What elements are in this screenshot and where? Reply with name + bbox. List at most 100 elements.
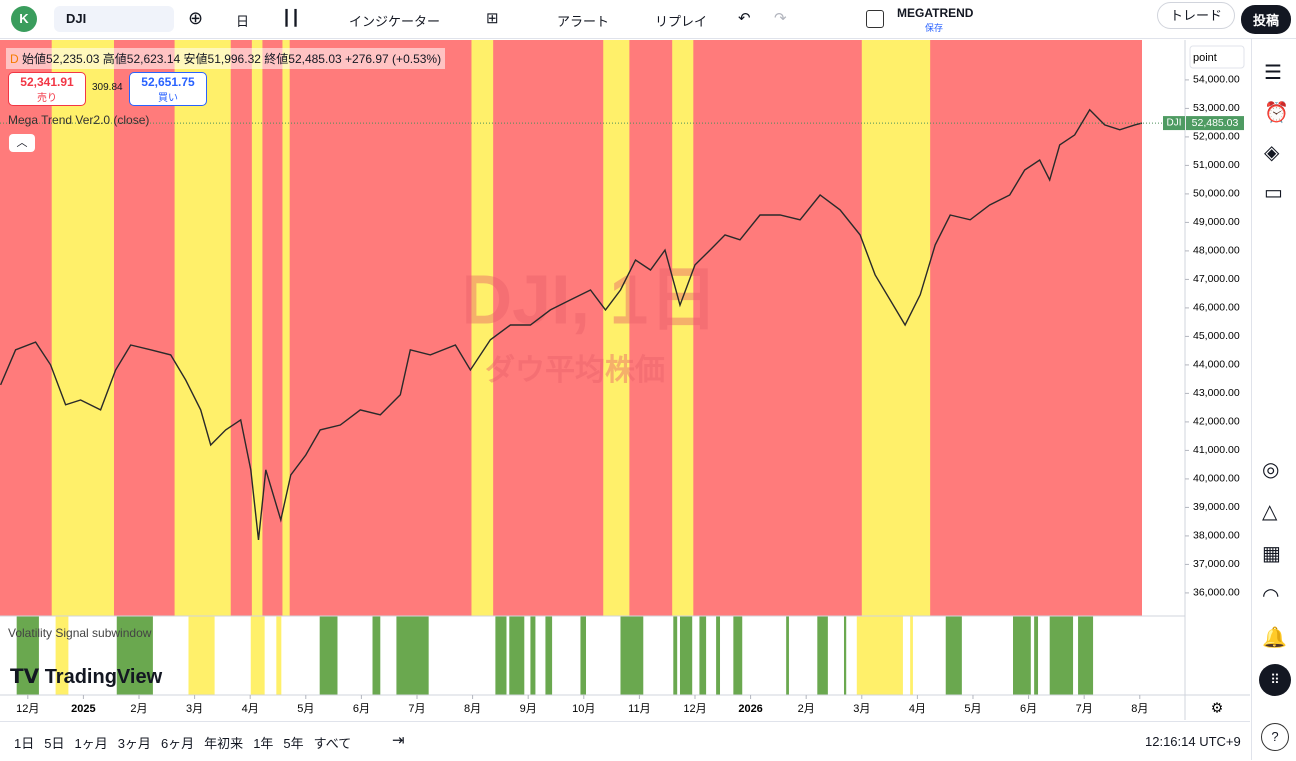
open-label: 始値	[22, 52, 47, 66]
goto-date[interactable]: ⇥	[392, 732, 405, 749]
x-tick-label: 3月	[186, 703, 203, 715]
trend-band	[251, 40, 263, 616]
y-tick-label: 40,000.00	[1193, 473, 1240, 485]
timeframe[interactable]: 6ヶ月	[160, 736, 195, 751]
signal-bar	[545, 616, 553, 695]
signal-bar	[530, 616, 536, 695]
sub-band	[910, 616, 913, 695]
signal-bar	[945, 616, 962, 695]
y-tick-label: 44,000.00	[1193, 359, 1240, 371]
buy-button[interactable]: 52,651.75 買い	[129, 72, 207, 106]
y-tick-label: 52,000.00	[1193, 131, 1240, 143]
y-tick-label: 47,000.00	[1193, 273, 1240, 285]
legend-ohlc: D 始値52,235.03 高値52,623.14 安値51,996.32 終値…	[6, 48, 446, 69]
sub-band	[188, 616, 215, 695]
y-tick-label: 39,000.00	[1193, 501, 1240, 513]
x-tick-label: 6月	[353, 703, 370, 715]
signal-bar	[1078, 616, 1094, 695]
low-value: 51,996.32	[207, 52, 261, 66]
sidebar-icons[interactable]: ☰ ⏰ ◈ ▭	[1264, 62, 1289, 204]
x-tick-label: 2025	[71, 703, 95, 715]
trend-band	[603, 40, 630, 616]
layout-name[interactable]: MEGATREND	[897, 6, 974, 20]
y-tick-label: 45,000.00	[1193, 330, 1240, 342]
sell-button[interactable]: 52,341.91 売り	[8, 72, 86, 106]
avatar[interactable]: K	[11, 6, 37, 32]
price-line	[0, 108, 1143, 540]
signal-bar	[679, 616, 693, 695]
signal-bar	[580, 616, 587, 695]
buy-price: 52,651.75	[141, 75, 195, 89]
low-label: 安値	[183, 52, 208, 66]
trade-label[interactable]: トレード	[1157, 2, 1236, 29]
open-value: 52,235.03	[46, 52, 100, 66]
undo[interactable]: ↶	[738, 10, 751, 27]
y-tick-label: 36,000.00	[1193, 587, 1240, 599]
signal-bar	[699, 616, 707, 695]
signal-bar	[843, 616, 847, 695]
symbol-search[interactable]: DJI	[54, 6, 174, 32]
x-tick-label: 5月	[964, 703, 981, 715]
right-sidebar: ☰ ⏰ ◈ ▭ ◎ △ ▦ ◠ 🔔 ⠿ ?	[1251, 39, 1296, 760]
clock: 12:16:14 UTC+9	[1145, 734, 1241, 749]
redo: ↷	[774, 10, 787, 27]
y-tick-label: 42,000.00	[1193, 416, 1240, 428]
sub-band	[55, 616, 69, 695]
layouts[interactable]: ⊞	[486, 10, 499, 27]
timeframe[interactable]: 年初来	[204, 736, 244, 751]
top-toolbar: K DJI ⊕ 日 ┃┃ インジケーター ⊞ アラート リプレイ ↶ ↷ MEG…	[0, 0, 1296, 39]
change: +276.97 (+0.53%)	[345, 52, 442, 66]
trend-band	[861, 40, 931, 616]
add-symbol[interactable]: ⊕	[188, 8, 204, 28]
signal-bar	[16, 616, 39, 695]
x-tick-label: 4月	[242, 703, 259, 715]
timeframe[interactable]: 3ヶ月	[117, 736, 151, 751]
last-price-label: 52,485.03	[1192, 117, 1239, 129]
signal-bar	[673, 616, 678, 695]
y-tick-label: 46,000.00	[1193, 302, 1240, 314]
layout-status: 保存	[925, 23, 944, 33]
subwindow-background	[0, 616, 1142, 695]
signal-bar	[372, 616, 381, 695]
signal-bar	[1049, 616, 1074, 695]
x-tick-label: 8月	[464, 703, 481, 715]
alert[interactable]: アラート	[557, 14, 610, 29]
timeframes: 1日 5日 1ヶ月 3ヶ月 6ヶ月 年初来 1年 5年 すべて	[14, 733, 361, 752]
signal-bar	[1013, 616, 1031, 695]
signal-bar	[495, 616, 507, 695]
x-tick-label: 10月	[572, 703, 595, 715]
y-tick-label: 37,000.00	[1193, 558, 1240, 570]
publish-button[interactable]: 投稿	[1241, 5, 1292, 34]
timeframe[interactable]: すべて	[313, 736, 352, 751]
y-tick-label: 53,000.00	[1193, 102, 1240, 114]
signal-bar	[786, 616, 789, 695]
indicators[interactable]: インジケーター	[349, 14, 441, 29]
symbol-tag-box	[1163, 116, 1185, 131]
interval[interactable]: 日	[236, 14, 250, 29]
timeframe[interactable]: 1ヶ月	[74, 736, 108, 751]
buy-label: 買い	[158, 93, 178, 104]
timeframe[interactable]: 1日	[14, 736, 35, 751]
x-tick-label: 3月	[853, 703, 870, 715]
timeframe[interactable]: 5年	[283, 736, 304, 751]
signal-bar	[620, 616, 644, 695]
x-tick-label: 7月	[1076, 703, 1093, 715]
sidebar-icons-lower[interactable]: ◎ △ ▦ ◠ 🔔	[1262, 459, 1287, 649]
spread: 309.84	[92, 82, 123, 93]
menu-button[interactable]: ⠿	[1259, 664, 1291, 696]
timeframe[interactable]: 5日	[44, 736, 65, 751]
y-tick-label: 48,000.00	[1193, 245, 1240, 257]
chart-style[interactable]: ┃┃	[282, 10, 301, 27]
y-tick-label: 51,000.00	[1193, 159, 1240, 171]
x-tick-label: 2月	[798, 703, 815, 715]
logo-text: TradingView	[44, 666, 163, 688]
collapse-button[interactable]: ︿	[9, 134, 35, 152]
timeframe[interactable]: 1年	[253, 736, 274, 751]
trade-button[interactable]: トレード	[1157, 2, 1236, 29]
x-tick-label: 12月	[683, 703, 706, 715]
replay[interactable]: リプレイ	[655, 14, 708, 29]
help-button[interactable]: ?	[1261, 723, 1289, 751]
sell-label: 売り	[37, 93, 57, 104]
price-unit: point	[1193, 52, 1217, 64]
subwindow-title: Volatility Signal subwindow	[8, 626, 152, 640]
